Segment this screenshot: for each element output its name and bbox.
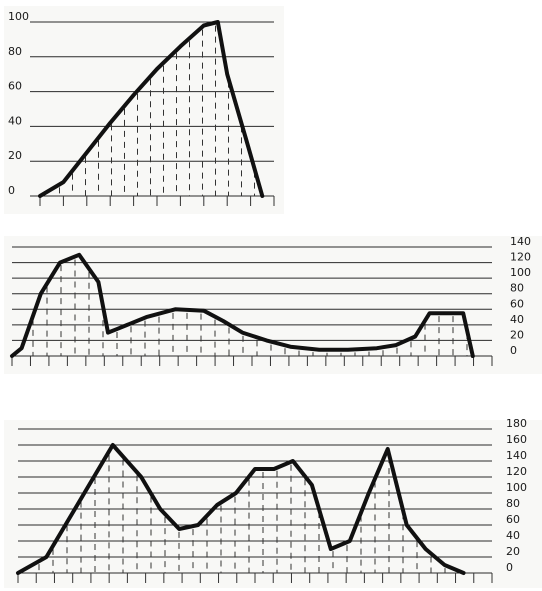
data-point: [330, 548, 332, 550]
y-tick-label: 40: [510, 313, 524, 326]
data-point: [395, 344, 397, 346]
data-point: [40, 292, 42, 295]
y-tick-label: 100: [8, 10, 29, 23]
data-point: [39, 195, 41, 197]
data-point: [78, 253, 80, 256]
data-point: [74, 508, 76, 510]
data-point: [216, 504, 218, 506]
chart-panel-3: [4, 420, 542, 588]
data-point: [462, 572, 465, 574]
data-point: [145, 316, 148, 318]
data-point: [116, 327, 119, 330]
data-point: [289, 345, 292, 348]
y-tick-label: 160: [506, 433, 527, 446]
data-point: [428, 312, 431, 314]
data-point: [414, 335, 417, 338]
data-point: [156, 68, 158, 70]
data-point: [386, 448, 389, 450]
y-tick-label: 40: [8, 114, 22, 127]
data-point: [347, 348, 349, 351]
data-point: [462, 312, 465, 314]
data-point: [261, 195, 264, 197]
y-tick-label: 120: [506, 465, 527, 478]
data-point: [11, 355, 13, 357]
y-tick-label: 0: [506, 561, 513, 574]
data-point: [405, 524, 408, 526]
data-point: [424, 548, 427, 550]
y-tick-label: 60: [8, 80, 22, 93]
data-point: [132, 94, 135, 96]
data-point: [265, 339, 268, 342]
data-point: [86, 151, 88, 154]
data-point: [376, 347, 378, 350]
y-tick-label: 140: [506, 449, 527, 462]
data-point: [349, 540, 351, 542]
y-tick-label: 100: [510, 266, 531, 279]
y-tick-label: 0: [510, 344, 517, 357]
y-tick-label: 0: [8, 184, 15, 197]
data-point: [197, 524, 199, 526]
data-point: [235, 492, 237, 494]
data-point: [203, 310, 205, 312]
data-point: [97, 281, 100, 283]
data-point: [245, 137, 247, 140]
y-tick-label: 80: [8, 45, 22, 58]
series-line-1: [38, 20, 265, 198]
data-point: [254, 468, 256, 470]
series-line-2: [10, 252, 475, 358]
data-point: [140, 476, 143, 478]
y-tick-label: 60: [506, 513, 520, 526]
data-point: [109, 122, 111, 124]
y-tick-label: 60: [510, 297, 524, 310]
data-point: [178, 528, 180, 530]
data-point: [217, 21, 219, 23]
data-point: [318, 348, 321, 351]
data-point: [203, 24, 205, 27]
data-point: [472, 355, 474, 357]
data-point: [179, 45, 182, 48]
data-point: [222, 320, 224, 322]
data-point: [443, 564, 446, 566]
data-point: [443, 312, 445, 314]
data-point: [107, 331, 109, 334]
data-point: [20, 347, 23, 350]
y-tick-label: 120: [510, 251, 531, 264]
data-point: [112, 444, 114, 446]
y-tick-label: 40: [506, 529, 520, 542]
y-tick-label: 140: [510, 235, 531, 248]
data-point: [367, 492, 370, 494]
y-tick-label: 20: [8, 149, 22, 162]
chart-panel-2: [4, 236, 542, 374]
data-point: [273, 468, 275, 470]
series-line-3: [16, 443, 466, 575]
y-tick-label: 20: [506, 545, 520, 558]
data-point: [174, 308, 176, 311]
data-point: [159, 508, 161, 510]
y-tick-label: 180: [506, 417, 527, 430]
data-point: [226, 73, 228, 75]
data-point: [311, 484, 313, 486]
y-tick-label: 80: [510, 282, 524, 295]
data-point: [45, 556, 48, 558]
data-point: [292, 460, 294, 462]
data-point: [241, 331, 244, 334]
y-tick-label: 20: [510, 328, 524, 341]
data-point: [62, 181, 65, 183]
data-point: [59, 261, 61, 264]
y-tick-label: 80: [506, 497, 520, 510]
y-tick-label: 100: [506, 481, 527, 494]
data-point: [17, 572, 19, 574]
